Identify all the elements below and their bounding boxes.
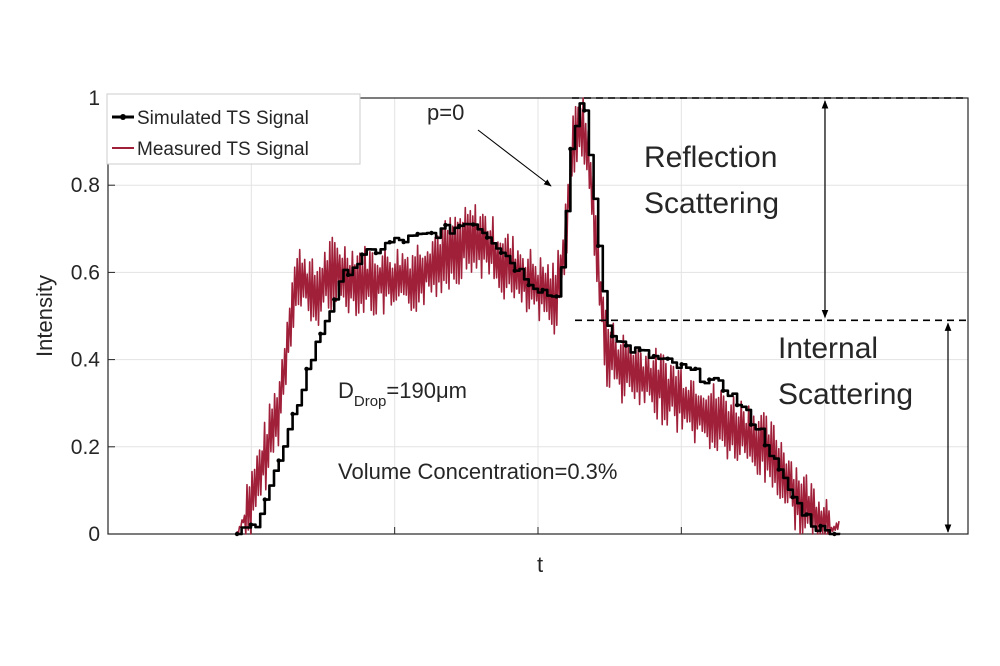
internal-label-line1: Internal xyxy=(778,332,878,365)
y-axis-ticks: 0 0.2 0.4 0.6 0.8 1 xyxy=(71,87,826,546)
p-zero-label: p=0 xyxy=(427,100,464,125)
reflection-label-line2: Scattering xyxy=(644,187,779,220)
volume-concentration-label: Volume Concentration=0.3% xyxy=(338,459,617,484)
drop-diameter-value: =190μm xyxy=(386,378,467,403)
series-line-measured xyxy=(236,97,840,535)
x-axis-label: t xyxy=(537,552,543,577)
drop-diameter-label: DDrop=190μm xyxy=(338,378,467,410)
legend-label-measured: Measured TS Signal xyxy=(137,139,309,160)
series-line-simulated xyxy=(237,102,841,536)
y-tick-label: 0.4 xyxy=(71,349,101,372)
drop-diameter-subscript: Drop xyxy=(354,393,387,410)
y-axis-label: Intensity xyxy=(32,275,57,357)
series-layer xyxy=(234,97,841,537)
y-tick-label: 0.2 xyxy=(71,436,100,459)
legend: Simulated TS Signal Measured TS Signal xyxy=(106,93,361,165)
y-tick-label: 1 xyxy=(88,87,100,110)
p-zero-pointer-arrow xyxy=(477,129,552,187)
reflection-label-line1: Reflection xyxy=(644,141,777,174)
legend-label-simulated: Simulated TS Signal xyxy=(137,108,309,129)
y-tick-label: 0.8 xyxy=(71,174,100,197)
internal-label-line2: Scattering xyxy=(778,378,913,411)
legend-box xyxy=(106,93,361,165)
legend-marker-simulated xyxy=(120,114,126,120)
y-tick-label: 0 xyxy=(88,523,100,546)
annotation-lines xyxy=(477,97,968,533)
drop-diameter-prefix: D xyxy=(338,378,354,403)
y-tick-label: 0.6 xyxy=(71,261,100,284)
